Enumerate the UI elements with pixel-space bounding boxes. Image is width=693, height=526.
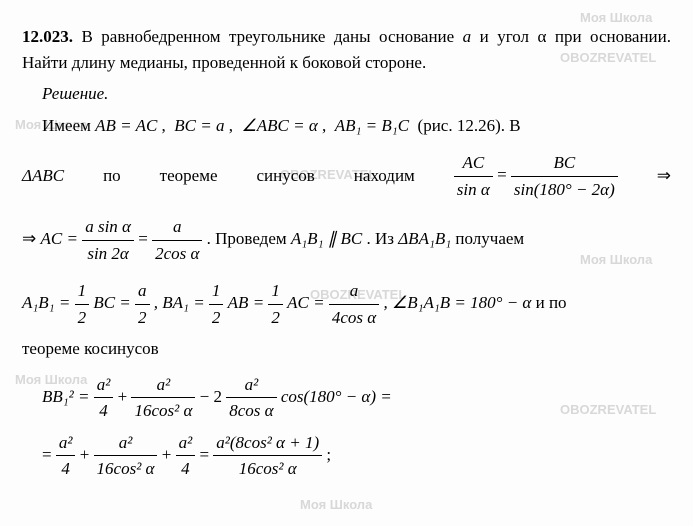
fraction: a4cos α	[329, 278, 379, 330]
fraction: a2cos α	[152, 214, 202, 266]
solution-line-6: BB₁² = a²4 + a²16cos² α − 2 a²8cos α cos…	[42, 372, 671, 424]
fraction: 12	[268, 278, 283, 330]
problem-number: 12.023.	[22, 27, 73, 46]
solution-line-2: ΔABC по теореме синусов находим ACsin α …	[22, 150, 671, 202]
fraction: a sin αsin 2α	[82, 214, 134, 266]
fraction: 12	[75, 278, 90, 330]
solution-line-5: теореме косинусов	[22, 336, 671, 362]
fraction: a²16cos² α	[131, 372, 195, 424]
problem-statement: 12.023. В равнобедренном треугольнике да…	[22, 24, 671, 75]
fraction: a²4	[176, 430, 196, 482]
fraction: ACsin α	[454, 150, 493, 202]
fraction: a2	[135, 278, 150, 330]
solution-label: Решение.	[42, 81, 671, 107]
fraction: a²4	[56, 430, 76, 482]
fraction: a²(8cos² α + 1)16cos² α	[213, 430, 322, 482]
fraction: a²8cos α	[226, 372, 276, 424]
watermark: Моя Школа	[300, 495, 372, 515]
fraction: 12	[209, 278, 224, 330]
fraction: BCsin(180° − 2α)	[511, 150, 618, 202]
fraction: a²4	[94, 372, 114, 424]
solution-line-3: ⇒ AC = a sin αsin 2α = a2cos α . Проведе…	[22, 214, 671, 266]
solution-line-7: = a²4 + a²16cos² α + a²4 = a²(8cos² α + …	[42, 430, 671, 482]
fraction: a²16cos² α	[94, 430, 158, 482]
solution-line-4: A₁B₁ = 12 BC = a2 , BA₁ = 12 AB = 12 AC …	[22, 278, 671, 330]
solution-line-1: Имеем AB = AC , BC = a , ∠ABC = α , AB₁ …	[42, 113, 671, 139]
